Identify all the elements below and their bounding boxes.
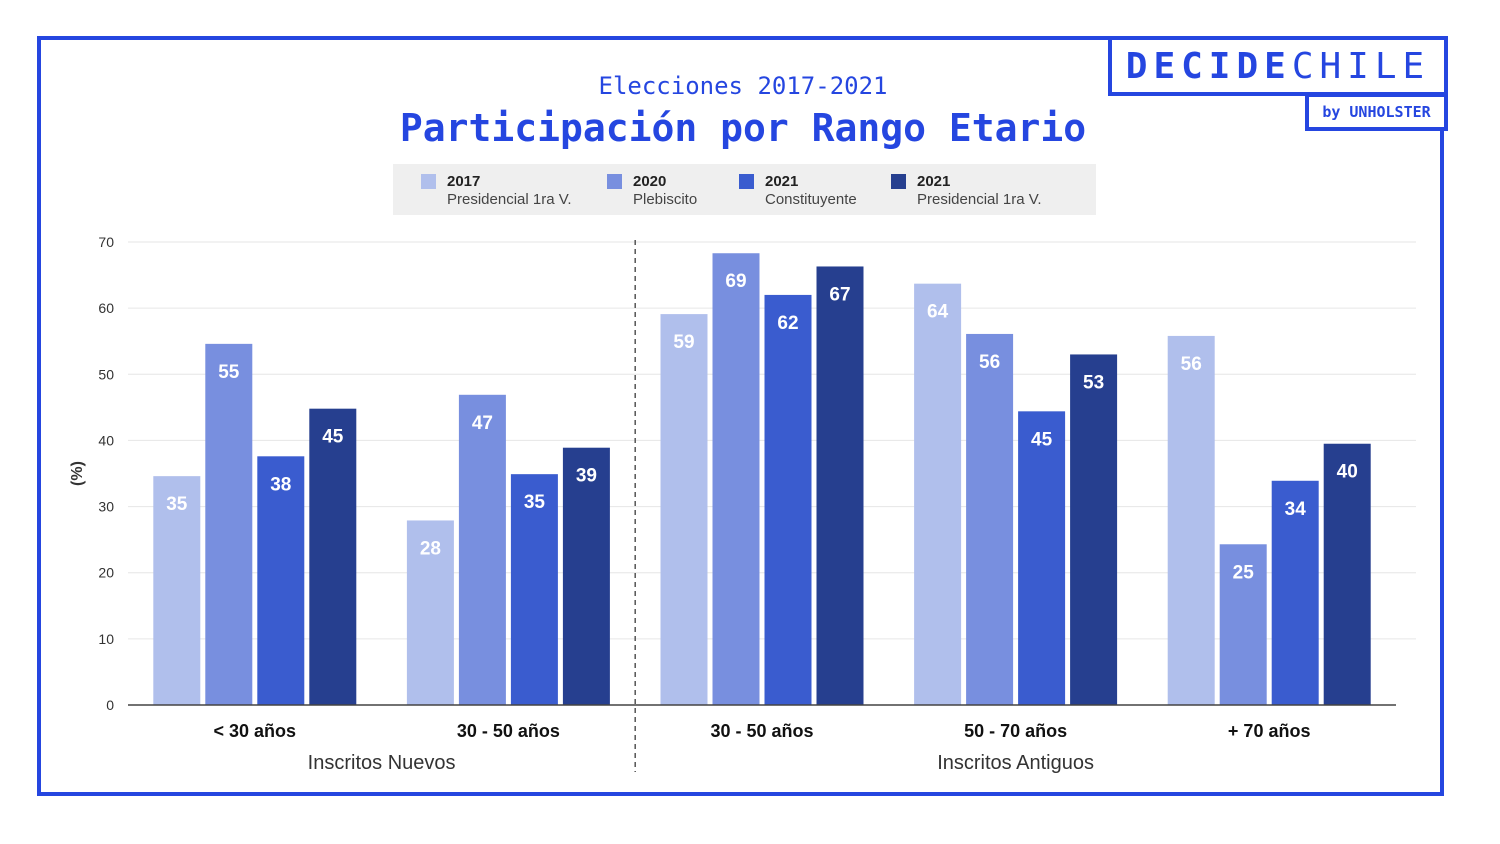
bar (153, 476, 201, 705)
bar-value-label: 35 (524, 492, 546, 513)
bar-value-label: 35 (166, 494, 188, 515)
group-label: Inscritos Antiguos (937, 752, 1094, 774)
bar (257, 456, 305, 705)
bar-value-label: 53 (1083, 372, 1104, 393)
bar (458, 394, 506, 705)
bar-value-label: 45 (1031, 429, 1053, 450)
bar (1219, 544, 1267, 705)
bar (1271, 480, 1319, 705)
bar-value-label: 47 (472, 413, 493, 434)
bar-value-label: 67 (829, 284, 850, 305)
bar (966, 333, 1014, 705)
brand-byline: by UNHOLSTER (1305, 93, 1448, 131)
x-tick-label: + 70 años (1228, 721, 1311, 741)
legend-desc: Presidencial 1ra V. (447, 191, 572, 208)
legend-swatch (421, 174, 436, 189)
y-tick-label: 10 (98, 631, 114, 647)
bar-value-label: 45 (322, 427, 344, 448)
bar-value-label: 62 (777, 313, 798, 334)
bar (205, 343, 253, 705)
bar (562, 447, 610, 705)
y-tick-label: 20 (98, 565, 114, 581)
legend-desc: Presidencial 1ra V. (917, 191, 1042, 208)
bar-value-label: 56 (979, 352, 1000, 373)
bar (1167, 335, 1215, 705)
y-tick-label: 60 (98, 300, 114, 316)
y-tick-label: 40 (98, 432, 114, 448)
bar-value-label: 69 (725, 271, 746, 292)
y-axis-label: (%) (69, 461, 86, 486)
legend-swatch (607, 174, 622, 189)
chart-frame (37, 36, 1444, 796)
brand-name-bold: DECIDE (1125, 45, 1292, 87)
bar (510, 474, 558, 705)
bar (309, 408, 357, 705)
legend-year: 2021 (765, 173, 799, 190)
bar-value-label: 25 (1233, 562, 1255, 583)
x-tick-label: < 30 años (214, 721, 297, 741)
brand-name-light: CHILE (1291, 45, 1431, 87)
bar-value-label: 40 (1337, 462, 1358, 483)
legend-swatch (739, 174, 754, 189)
chart-subtitle: Elecciones 2017-2021 (598, 72, 888, 100)
legend-desc: Plebiscito (633, 191, 698, 208)
x-tick-label: 50 - 70 años (964, 721, 1067, 741)
bar (816, 266, 864, 705)
group-label: Inscritos Nuevos (308, 752, 456, 774)
legend-desc: Constituyente (765, 191, 857, 208)
y-tick-label: 50 (98, 366, 114, 382)
brand-logo: DECIDE CHILE (1108, 36, 1448, 96)
bar-value-label: 34 (1285, 499, 1307, 520)
chart-title: Participación por Rango Etario (399, 106, 1087, 150)
bar (1070, 354, 1118, 705)
bar (406, 520, 454, 705)
bar-value-label: 28 (420, 538, 441, 559)
bar (712, 253, 760, 705)
legend-year: 2020 (633, 173, 667, 190)
bar-value-label: 38 (270, 474, 291, 495)
y-tick-label: 30 (98, 499, 114, 515)
legend-year: 2021 (917, 173, 951, 190)
bar (1018, 411, 1066, 705)
bar-value-label: 59 (673, 332, 694, 353)
bar (1323, 443, 1371, 705)
x-tick-label: 30 - 50 años (710, 721, 813, 741)
bar-value-label: 55 (218, 362, 240, 383)
bar-value-label: 39 (576, 466, 597, 487)
chart-legend: 2017 Presidencial 1ra V. 2020 Plebiscito… (393, 164, 1096, 215)
legend-year: 2017 (447, 173, 481, 190)
bar (914, 283, 962, 705)
y-tick-label: 0 (106, 697, 114, 713)
bar-value-label: 56 (1181, 354, 1202, 375)
y-tick-label: 70 (98, 234, 114, 250)
bar-value-label: 64 (927, 302, 949, 323)
bar (660, 314, 708, 705)
bar (764, 294, 812, 705)
legend-swatch (891, 174, 906, 189)
x-tick-label: 30 - 50 años (457, 721, 560, 741)
